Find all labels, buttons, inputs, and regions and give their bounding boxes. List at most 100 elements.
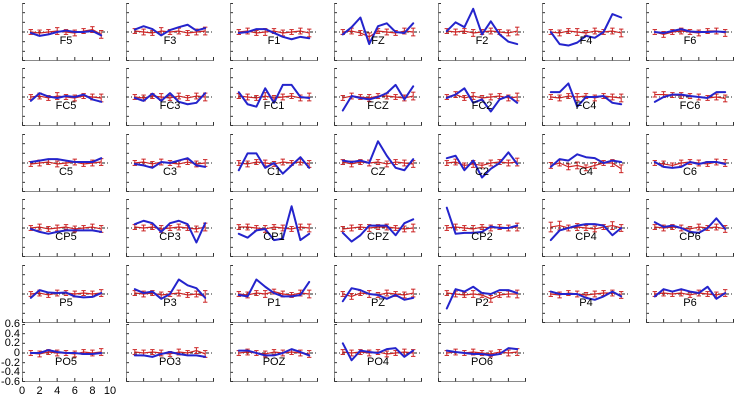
blue-series-line [341,287,415,303]
blue-series-line [549,223,623,242]
y-tick-label: -0.4 [1,366,20,379]
channel-label: C1 [267,166,281,178]
subplot-C4: C4 [542,134,630,192]
blue-series-line [29,289,103,299]
subplot-PO5: PO5 [22,324,110,382]
subplot-P6: P6 [646,265,734,323]
subplot-canvas: F4 [542,3,630,61]
blue-series-line [237,83,311,108]
subplot-canvas: CZ [334,134,422,192]
blue-series-line [133,278,207,300]
channel-label: F4 [580,35,593,47]
blue-series-line [653,217,727,234]
blue-series-line [653,161,727,169]
subplot-canvas: F6 [646,3,734,61]
subplot-canvas: F3 [126,3,214,61]
subplot-CP6: CP6 [646,199,734,257]
channel-label: FC2 [472,100,493,112]
subplot-canvas: P5 [22,265,110,323]
red-series-line [550,30,622,34]
red-series-line [342,161,414,165]
red-series-line [30,226,102,230]
subplot-canvas: FCZ [334,68,422,126]
subplot-FC1: FC1 [230,68,318,126]
channel-label: F1 [268,35,281,47]
subplot-POZ: POZ [230,324,318,382]
subplot-canvas: FC3 [126,68,214,126]
blue-series-line [653,28,727,34]
subplot-canvas: CP4 [542,199,630,257]
subplot-C1: C1 [230,134,318,192]
channel-label: FC1 [264,100,285,112]
red-series-line [446,161,518,167]
blue-series-line [133,157,207,169]
subplot-CZ: CZ [334,134,422,192]
blue-series-line [549,290,623,301]
blue-series-line [341,342,415,362]
blue-series-line [237,348,311,357]
subplot-PO3: PO3 [126,324,214,382]
subplot-CP5: CP5 [22,199,110,257]
red-series-line [134,349,206,355]
blue-series-line [29,92,103,103]
blue-series-line [549,13,623,47]
subplot-canvas: PO5 [22,324,110,382]
channel-label: P6 [683,297,696,309]
blue-series-line [653,285,727,300]
blue-series-line [133,92,207,106]
blue-series-line [133,351,207,358]
red-series-line [550,162,622,170]
blue-series-line [549,153,623,168]
subplot-canvas: FC2 [438,68,526,126]
channel-label: CP5 [55,231,76,243]
subplot-C6: C6 [646,134,734,192]
red-series-line [654,226,726,230]
channel-label: F3 [164,35,177,47]
blue-series-line [653,91,727,103]
blue-series-line [29,29,103,37]
red-series-line [134,30,206,34]
subplot-P2: P2 [438,265,526,323]
subplot-canvas: P4 [542,265,630,323]
subplot-F5: F5 [22,3,110,61]
blue-series-line [341,83,415,112]
red-series-line [238,290,310,296]
x-tick-label: 8 [89,385,96,397]
blue-series-line [237,205,311,242]
x-tick-label: 4 [54,385,61,397]
subplot-canvas: PZ [334,265,422,323]
subplot-canvas: C6 [646,134,734,192]
y-tick-label: 0.4 [4,327,20,340]
subplot-FC6: FC6 [646,68,734,126]
subplot-canvas: C1 [230,134,318,192]
blue-series-line [341,140,415,172]
channel-label: PZ [371,297,385,309]
blue-series-line [133,23,207,37]
channel-label: P2 [475,297,488,309]
channel-label: CZ [371,166,386,178]
channel-label: PO6 [471,356,493,368]
channel-label: CP1 [263,231,284,243]
subplot-CP2: CP2 [438,199,526,257]
channel-label: FC4 [576,100,597,112]
subplot-canvas: PO3 [126,324,214,382]
blue-series-line [133,219,207,244]
subplot-FC4: FC4 [542,68,630,126]
subplot-canvas: CP3 [126,199,214,257]
subplot-F6: F6 [646,3,734,61]
channel-label: CP3 [159,231,180,243]
subplot-FCZ: FCZ [334,68,422,126]
subplot-P5: P5 [22,265,110,323]
red-series-line [238,95,310,99]
channel-label: FC3 [160,100,181,112]
subplot-canvas: F2 [438,3,526,61]
channel-label: POZ [263,356,286,368]
blue-series-line [445,87,519,113]
subplot-F3: F3 [126,3,214,61]
blue-series-line [341,16,415,46]
subplot-C3: C3 [126,134,214,192]
x-tick-label: 0 [18,385,26,397]
y-tick-label: 0.6 [4,318,20,330]
channel-label: F6 [684,35,697,47]
y-tick-label: 0 [13,347,20,359]
